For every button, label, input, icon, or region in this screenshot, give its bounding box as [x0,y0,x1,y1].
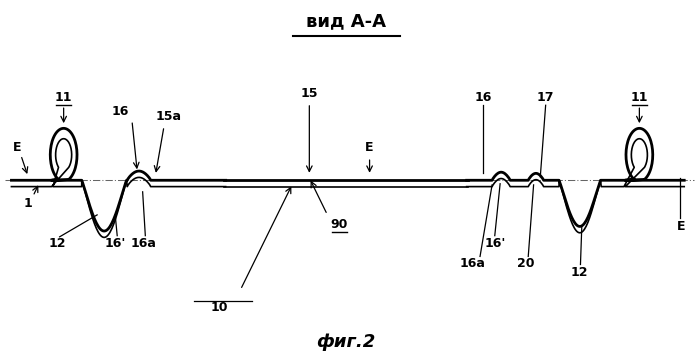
Text: 20: 20 [517,257,534,270]
Text: 16: 16 [475,91,492,104]
Text: 11: 11 [630,91,648,104]
Text: E: E [13,142,21,154]
Text: 1: 1 [24,197,33,210]
Text: 90: 90 [331,218,348,231]
Text: E: E [366,142,374,154]
Text: 15a: 15a [156,110,182,123]
Text: 16': 16' [105,237,126,250]
Text: 11: 11 [55,91,73,104]
Text: 16': 16' [484,237,505,250]
Text: фиг.2: фиг.2 [317,333,376,351]
Text: 16a: 16a [459,257,485,270]
Text: 17: 17 [537,91,554,104]
Text: 12: 12 [570,266,588,279]
Text: вид А-А: вид А-А [306,12,386,30]
Text: E: E [677,220,685,233]
Text: 16a: 16a [131,237,157,250]
Text: 10: 10 [210,301,228,314]
Text: 12: 12 [48,237,66,250]
Text: 15: 15 [301,87,318,100]
Text: 16: 16 [111,104,129,118]
